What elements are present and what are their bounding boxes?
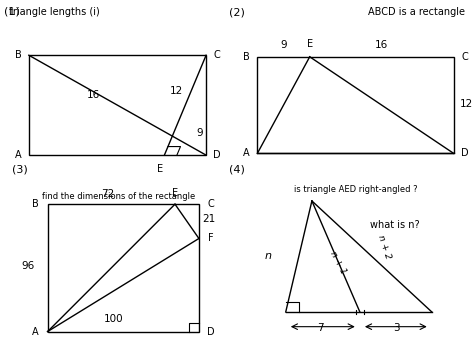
- Text: 12: 12: [460, 99, 474, 109]
- Text: n + 1: n + 1: [328, 250, 348, 276]
- Text: 16: 16: [375, 40, 388, 50]
- Text: E: E: [172, 188, 178, 198]
- Text: A: A: [15, 150, 22, 160]
- Text: 12: 12: [170, 86, 183, 96]
- Text: F: F: [208, 234, 214, 244]
- Text: 9: 9: [197, 128, 203, 138]
- Text: what is n?: what is n?: [370, 220, 419, 230]
- Text: n + 2: n + 2: [376, 234, 392, 260]
- Text: D: D: [213, 150, 220, 160]
- Text: E: E: [157, 164, 163, 174]
- Text: 16: 16: [87, 91, 100, 100]
- Text: C: C: [213, 50, 220, 60]
- Text: C: C: [208, 199, 214, 209]
- Text: ABCD is a rectangle: ABCD is a rectangle: [367, 7, 465, 17]
- Text: B: B: [243, 52, 250, 62]
- Text: (2): (2): [229, 7, 245, 17]
- Text: find the dimensions of the rectangle: find the dimensions of the rectangle: [42, 192, 195, 201]
- Text: C: C: [461, 52, 468, 62]
- Text: 100: 100: [103, 313, 123, 323]
- Text: is triangle AED right-angled ?: is triangle AED right-angled ?: [294, 185, 417, 193]
- Text: triangle lengths (i): triangle lengths (i): [9, 7, 100, 17]
- Text: A: A: [32, 327, 39, 337]
- Text: D: D: [207, 327, 215, 337]
- Text: B: B: [32, 199, 39, 209]
- Text: 72: 72: [100, 190, 114, 200]
- Text: 21: 21: [202, 214, 216, 224]
- Text: n: n: [265, 251, 272, 261]
- Text: 96: 96: [21, 261, 34, 271]
- Text: D: D: [461, 148, 468, 158]
- Text: E: E: [307, 39, 313, 49]
- Text: 9: 9: [280, 40, 287, 50]
- Text: 3: 3: [393, 323, 400, 333]
- Text: B: B: [15, 50, 22, 60]
- Text: 7: 7: [317, 323, 324, 333]
- Text: (3): (3): [12, 165, 27, 175]
- Text: (1): (1): [4, 6, 19, 16]
- Text: (4): (4): [229, 165, 245, 175]
- Text: A: A: [243, 148, 250, 158]
